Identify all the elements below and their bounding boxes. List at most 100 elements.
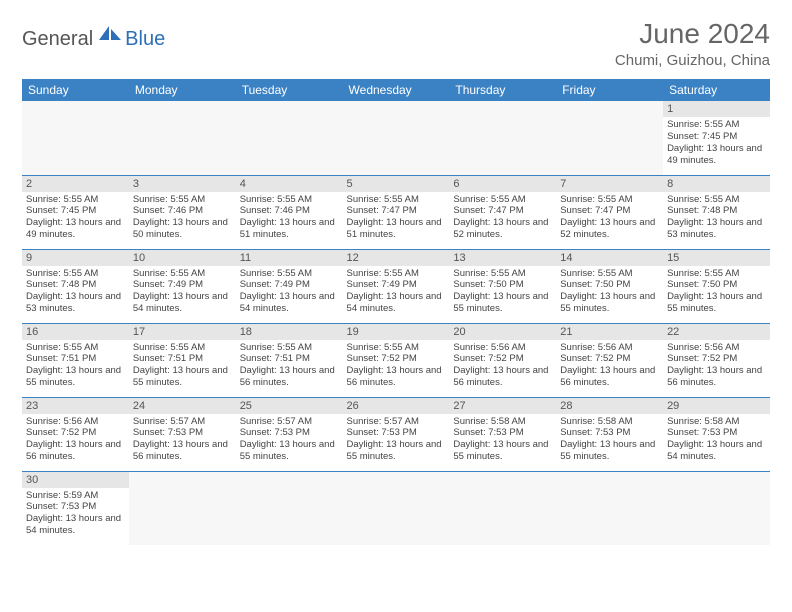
day-cell: 2Sunrise: 5:55 AMSunset: 7:45 PMDaylight… — [22, 175, 129, 249]
day-details: Sunrise: 5:55 AMSunset: 7:47 PMDaylight:… — [343, 192, 450, 244]
calendar-row: 9Sunrise: 5:55 AMSunset: 7:48 PMDaylight… — [22, 249, 770, 323]
day-number: 10 — [129, 250, 236, 266]
day-details: Sunrise: 5:57 AMSunset: 7:53 PMDaylight:… — [236, 414, 343, 466]
day-details: Sunrise: 5:55 AMSunset: 7:48 PMDaylight:… — [663, 192, 770, 244]
day-number: 17 — [129, 324, 236, 340]
day-details: Sunrise: 5:56 AMSunset: 7:52 PMDaylight:… — [22, 414, 129, 466]
col-friday: Friday — [556, 79, 663, 101]
day-cell: 10Sunrise: 5:55 AMSunset: 7:49 PMDayligh… — [129, 249, 236, 323]
col-tuesday: Tuesday — [236, 79, 343, 101]
day-cell: 7Sunrise: 5:55 AMSunset: 7:47 PMDaylight… — [556, 175, 663, 249]
day-number: 16 — [22, 324, 129, 340]
day-details: Sunrise: 5:55 AMSunset: 7:52 PMDaylight:… — [343, 340, 450, 392]
day-number: 14 — [556, 250, 663, 266]
day-cell: 27Sunrise: 5:58 AMSunset: 7:53 PMDayligh… — [449, 397, 556, 471]
day-number: 5 — [343, 176, 450, 192]
empty-cell — [449, 471, 556, 545]
day-number: 1 — [663, 101, 770, 117]
day-cell: 19Sunrise: 5:55 AMSunset: 7:52 PMDayligh… — [343, 323, 450, 397]
day-cell: 25Sunrise: 5:57 AMSunset: 7:53 PMDayligh… — [236, 397, 343, 471]
empty-cell — [129, 101, 236, 175]
day-details: Sunrise: 5:55 AMSunset: 7:48 PMDaylight:… — [22, 266, 129, 318]
day-number: 30 — [22, 472, 129, 488]
day-number: 19 — [343, 324, 450, 340]
day-details: Sunrise: 5:55 AMSunset: 7:49 PMDaylight:… — [236, 266, 343, 318]
calendar-row: 30Sunrise: 5:59 AMSunset: 7:53 PMDayligh… — [22, 471, 770, 545]
day-cell: 18Sunrise: 5:55 AMSunset: 7:51 PMDayligh… — [236, 323, 343, 397]
day-cell: 26Sunrise: 5:57 AMSunset: 7:53 PMDayligh… — [343, 397, 450, 471]
day-number: 23 — [22, 398, 129, 414]
empty-cell — [343, 101, 450, 175]
day-cell: 1Sunrise: 5:55 AMSunset: 7:45 PMDaylight… — [663, 101, 770, 175]
day-number: 6 — [449, 176, 556, 192]
col-thursday: Thursday — [449, 79, 556, 101]
col-sunday: Sunday — [22, 79, 129, 101]
day-cell: 16Sunrise: 5:55 AMSunset: 7:51 PMDayligh… — [22, 323, 129, 397]
empty-cell — [449, 101, 556, 175]
day-number: 18 — [236, 324, 343, 340]
day-number: 25 — [236, 398, 343, 414]
sail-icon — [97, 24, 125, 47]
day-cell: 8Sunrise: 5:55 AMSunset: 7:48 PMDaylight… — [663, 175, 770, 249]
empty-cell — [129, 471, 236, 545]
day-number: 21 — [556, 324, 663, 340]
day-number: 22 — [663, 324, 770, 340]
day-cell: 15Sunrise: 5:55 AMSunset: 7:50 PMDayligh… — [663, 249, 770, 323]
weekday-header-row: Sunday Monday Tuesday Wednesday Thursday… — [22, 79, 770, 101]
day-details: Sunrise: 5:56 AMSunset: 7:52 PMDaylight:… — [663, 340, 770, 392]
day-number: 8 — [663, 176, 770, 192]
location-text: Chumi, Guizhou, China — [615, 52, 770, 69]
day-details: Sunrise: 5:57 AMSunset: 7:53 PMDaylight:… — [343, 414, 450, 466]
day-number: 3 — [129, 176, 236, 192]
logo-text-blue: Blue — [125, 28, 165, 51]
day-cell: 3Sunrise: 5:55 AMSunset: 7:46 PMDaylight… — [129, 175, 236, 249]
page-title: June 2024 — [615, 18, 770, 50]
day-cell: 5Sunrise: 5:55 AMSunset: 7:47 PMDaylight… — [343, 175, 450, 249]
day-details: Sunrise: 5:58 AMSunset: 7:53 PMDaylight:… — [663, 414, 770, 466]
day-cell: 30Sunrise: 5:59 AMSunset: 7:53 PMDayligh… — [22, 471, 129, 545]
day-cell: 6Sunrise: 5:55 AMSunset: 7:47 PMDaylight… — [449, 175, 556, 249]
empty-cell — [22, 101, 129, 175]
day-number: 13 — [449, 250, 556, 266]
day-details: Sunrise: 5:58 AMSunset: 7:53 PMDaylight:… — [556, 414, 663, 466]
day-details: Sunrise: 5:55 AMSunset: 7:50 PMDaylight:… — [663, 266, 770, 318]
calendar-row: 1Sunrise: 5:55 AMSunset: 7:45 PMDaylight… — [22, 101, 770, 175]
day-details: Sunrise: 5:55 AMSunset: 7:51 PMDaylight:… — [22, 340, 129, 392]
day-number: 24 — [129, 398, 236, 414]
day-details: Sunrise: 5:55 AMSunset: 7:47 PMDaylight:… — [449, 192, 556, 244]
day-details: Sunrise: 5:56 AMSunset: 7:52 PMDaylight:… — [556, 340, 663, 392]
day-details: Sunrise: 5:59 AMSunset: 7:53 PMDaylight:… — [22, 488, 129, 540]
day-cell: 21Sunrise: 5:56 AMSunset: 7:52 PMDayligh… — [556, 323, 663, 397]
calendar-row: 2Sunrise: 5:55 AMSunset: 7:45 PMDaylight… — [22, 175, 770, 249]
day-number: 12 — [343, 250, 450, 266]
empty-cell — [236, 101, 343, 175]
col-wednesday: Wednesday — [343, 79, 450, 101]
day-cell: 20Sunrise: 5:56 AMSunset: 7:52 PMDayligh… — [449, 323, 556, 397]
calendar-row: 23Sunrise: 5:56 AMSunset: 7:52 PMDayligh… — [22, 397, 770, 471]
day-number: 15 — [663, 250, 770, 266]
day-cell: 12Sunrise: 5:55 AMSunset: 7:49 PMDayligh… — [343, 249, 450, 323]
logo-text-general: General — [22, 28, 93, 51]
col-monday: Monday — [129, 79, 236, 101]
day-details: Sunrise: 5:55 AMSunset: 7:46 PMDaylight:… — [236, 192, 343, 244]
day-number: 28 — [556, 398, 663, 414]
empty-cell — [236, 471, 343, 545]
day-details: Sunrise: 5:55 AMSunset: 7:46 PMDaylight:… — [129, 192, 236, 244]
day-details: Sunrise: 5:56 AMSunset: 7:52 PMDaylight:… — [449, 340, 556, 392]
day-details: Sunrise: 5:55 AMSunset: 7:51 PMDaylight:… — [129, 340, 236, 392]
day-cell: 29Sunrise: 5:58 AMSunset: 7:53 PMDayligh… — [663, 397, 770, 471]
empty-cell — [343, 471, 450, 545]
day-number: 11 — [236, 250, 343, 266]
col-saturday: Saturday — [663, 79, 770, 101]
day-cell: 11Sunrise: 5:55 AMSunset: 7:49 PMDayligh… — [236, 249, 343, 323]
day-number: 26 — [343, 398, 450, 414]
day-number: 2 — [22, 176, 129, 192]
day-details: Sunrise: 5:58 AMSunset: 7:53 PMDaylight:… — [449, 414, 556, 466]
day-details: Sunrise: 5:55 AMSunset: 7:51 PMDaylight:… — [236, 340, 343, 392]
day-number: 7 — [556, 176, 663, 192]
calendar-table: Sunday Monday Tuesday Wednesday Thursday… — [22, 79, 770, 545]
day-details: Sunrise: 5:55 AMSunset: 7:49 PMDaylight:… — [343, 266, 450, 318]
day-number: 27 — [449, 398, 556, 414]
day-number: 9 — [22, 250, 129, 266]
day-cell: 13Sunrise: 5:55 AMSunset: 7:50 PMDayligh… — [449, 249, 556, 323]
